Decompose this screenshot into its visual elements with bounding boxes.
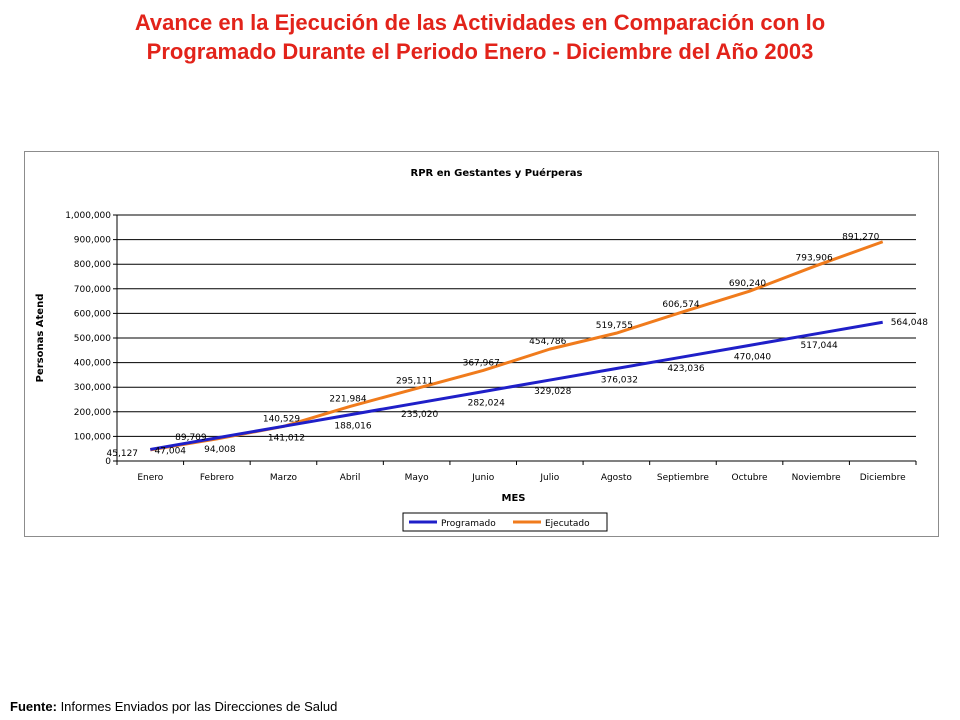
page-title-line2: Programado Durante el Periodo Enero - Di… [146,39,814,64]
y-tick-label: 0 [105,457,111,467]
y-tick-label: 1,000,000 [65,211,111,221]
chart-title: RPR en Gestantes y Puérperas [411,167,583,179]
y-axis-title: Personas Atend [35,294,46,383]
x-axis-title: MES [502,493,526,504]
legend-label-ejecutado: Ejecutado [545,519,590,529]
line-chart: RPR en Gestantes y Puérperas 0 100,000 200,… [35,167,928,532]
y-tick-label: 100,000 [74,432,111,442]
source-label: Fuente: [10,699,57,714]
data-label-ejecutado: 367,967 [463,358,500,368]
data-label-ejecutado: 140,529 [263,414,300,424]
data-label-programado: 517,044 [801,341,838,351]
data-label-programado: 329,028 [534,387,571,397]
data-label-ejecutado: 221,984 [329,394,366,404]
source-text: Informes Enviados por las Direcciones de… [56,699,338,714]
legend-label-programado: Programado [441,519,496,529]
page-title-line1: Avance en la Ejecución de las Actividade… [134,10,826,35]
legend-box [402,512,608,532]
chart-frame: RPR en Gestantes y Puérperas 0 100,000 200,… [24,151,939,537]
x-tick-label: Diciembre [860,473,906,483]
data-label-ejecutado: 690,240 [729,279,766,289]
data-label-ejecutado: 454,786 [529,337,566,347]
y-tick-label: 800,000 [74,260,111,270]
data-label-programado: 141,012 [268,433,305,443]
data-label-programado: 235,020 [401,410,438,420]
data-label-programado: 376,032 [601,375,638,385]
x-tick-label: Agosto [601,473,633,483]
source-note: Fuente: Informes Enviados por las Direcc… [10,699,337,714]
data-label-programado: 94,008 [204,445,236,455]
y-tick-label: 400,000 [74,359,111,369]
page-title: Avance en la Ejecución de las Actividade… [0,8,960,66]
y-tick-label: 600,000 [74,309,111,319]
data-label-programado: 470,040 [734,352,771,362]
x-tick-label: Abril [340,473,361,483]
x-tick-label: Julio [539,473,559,483]
y-tick-label: 700,000 [74,285,111,295]
y-tick-label: 300,000 [74,383,111,393]
series-line-ejecutado [150,240,884,452]
data-label-programado: 188,016 [334,422,371,432]
data-label-ejecutado: 295,111 [396,376,433,386]
data-label-programado: 282,024 [468,399,505,409]
x-tick-label: Septiembre [657,473,710,483]
x-tick-label: Junio [471,473,495,483]
data-label-programado: 423,036 [667,364,704,374]
x-tick-label: Octubre [732,473,768,483]
y-tick-label: 500,000 [74,334,111,344]
series-line-programado [150,320,883,451]
y-tick-label: 200,000 [74,408,111,418]
y-tick-label: 900,000 [74,236,111,246]
data-label-ejecutado: 891,270 [842,233,879,243]
x-tick-label: Marzo [270,473,298,483]
data-label-ejecutado: 89,709 [175,433,207,443]
data-label-ejecutado: 45,127 [107,449,139,459]
data-label-ejecutado: 519,755 [596,321,633,331]
x-tick-label: Mayo [405,473,430,483]
x-tick-label: Noviembre [792,473,842,483]
x-tick-label: Febrero [200,473,234,483]
data-label-programado: 564,048 [891,318,928,328]
data-label-ejecutado: 606,574 [662,300,699,310]
data-label-ejecutado: 793,906 [796,254,833,264]
data-label-programado: 47,004 [155,446,187,456]
x-tick-label: Enero [137,473,163,483]
